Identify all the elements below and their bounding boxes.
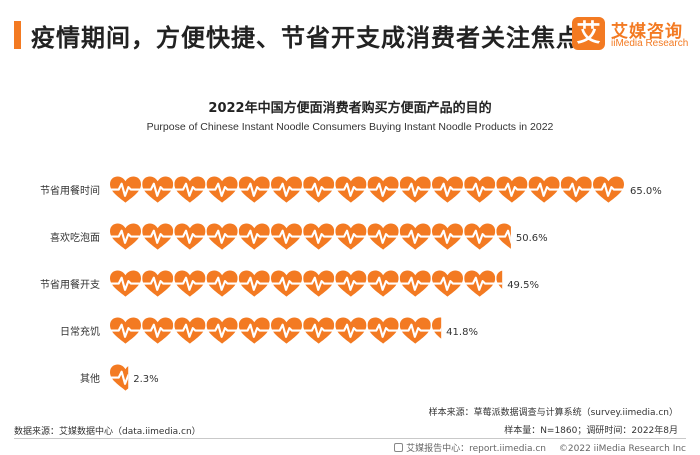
heart-pulse-icon <box>335 176 367 204</box>
sample-source-note: 样本来源：草莓派数据调查与计算系统（survey.iimedia.cn） <box>428 408 678 418</box>
heart-pulse-icon <box>303 270 335 298</box>
heart-pulse-icon <box>110 176 141 204</box>
heart-pulse-icon <box>399 223 431 251</box>
heart-pulse-icon <box>496 176 528 204</box>
footer: 艾媒报告中心：report.iimedia.cn ©2022 iiMedia R… <box>394 441 686 454</box>
iimedia-logo: 艾 艾媒咨询 iiMedia Research <box>572 17 698 53</box>
heart-pulse-icon <box>174 223 206 251</box>
heart-pulse-icon <box>174 270 206 298</box>
logo-name-en: iiMedia Research <box>611 38 689 49</box>
heart-pulse-icon <box>142 270 174 298</box>
heart-pulse-icon <box>432 270 463 298</box>
heart-pulse-icon <box>142 176 174 204</box>
report-center-link[interactable]: 艾媒报告中心：report.iimedia.cn <box>394 443 546 454</box>
heart-pulse-icon <box>271 270 302 298</box>
heart-pulse-icon <box>206 176 238 204</box>
chart-subtitle: Purpose of Chinese Instant Noodle Consum… <box>146 121 554 133</box>
heart-pulse-icon <box>142 223 174 251</box>
heart-pulse-icon <box>238 270 270 298</box>
category-label: 节省用餐时间 <box>40 184 100 197</box>
heart-pulse-icon <box>110 223 141 251</box>
heart-pulse-icon <box>399 270 431 298</box>
heart-pulse-icon <box>528 176 560 204</box>
logo-name-cn: 艾媒咨询 <box>611 22 683 42</box>
heart-pulse-icon <box>399 176 431 204</box>
title-accent-bar <box>14 21 21 49</box>
heart-pulse-icon <box>271 176 302 204</box>
heart-pulse-icon <box>238 176 270 204</box>
heart-pulse-icon <box>303 223 335 251</box>
value-label: 50.6% <box>516 233 548 244</box>
chart-title: 2022年中国方便面消费者购买方便面产品的目的 <box>208 101 492 116</box>
heart-pulse-icon <box>206 270 238 298</box>
heart-pulse-icon <box>110 270 141 298</box>
copyright-text: ©2022 iiMedia Research Inc <box>558 444 686 454</box>
heart-pulse-icon <box>335 270 367 298</box>
heart-pulse-icon <box>271 317 302 345</box>
heart-pulse-icon <box>432 223 463 251</box>
heart-pulse-icon <box>303 317 335 345</box>
heart-pulse-icon <box>238 317 270 345</box>
category-label: 其他 <box>80 372 100 385</box>
heart-pulse-icon <box>206 223 238 251</box>
sample-size-note: 样本量：N=1860；调研时间：2022年8月 <box>504 426 678 436</box>
heart-pulse-icon <box>335 317 367 345</box>
heart-pulse-icon <box>303 176 335 204</box>
logo-mark: 艾 <box>572 17 605 50</box>
heart-pulse-icon <box>110 317 141 345</box>
bar-2 <box>110 270 503 298</box>
value-label: 41.8% <box>446 327 478 338</box>
category-label: 喜欢吃泡面 <box>50 231 100 244</box>
heart-pulse-icon <box>367 270 399 298</box>
heart-pulse-icon <box>142 317 174 345</box>
page-title: 疫情期间，方便快捷、节省开支成消费者关注焦点 <box>31 24 581 52</box>
heart-pulse-icon <box>464 223 496 251</box>
heart-pulse-icon <box>174 176 206 204</box>
value-label: 65.0% <box>630 186 662 197</box>
footer-divider <box>14 438 686 439</box>
data-source-note: 数据来源：艾媒数据中心（data.iimedia.cn） <box>14 427 201 437</box>
heart-pulse-icon <box>560 176 592 204</box>
category-label: 日常充饥 <box>60 325 100 338</box>
heart-pulse-icon <box>367 317 399 345</box>
heart-pulse-icon <box>464 270 496 298</box>
heart-pulse-icon <box>238 223 270 251</box>
bar-0 <box>110 176 624 204</box>
value-label: 49.5% <box>507 280 539 291</box>
heart-pulse-icon <box>367 223 399 251</box>
heart-pulse-icon <box>593 176 624 204</box>
bar-1 <box>110 223 511 251</box>
report-icon <box>394 443 404 452</box>
heart-pulse-icon <box>335 223 367 251</box>
heart-pulse-icon <box>174 317 206 345</box>
value-label: 2.3% <box>133 374 158 385</box>
heart-pulse-icon <box>271 223 302 251</box>
heart-pulse-icon <box>367 176 399 204</box>
heart-pulse-icon <box>399 317 431 345</box>
category-label: 节省用餐开支 <box>40 278 100 291</box>
heart-pulse-icon <box>206 317 238 345</box>
heart-pulse-icon <box>464 176 496 204</box>
heart-pulse-icon <box>432 176 463 204</box>
bar-3 <box>110 317 442 345</box>
